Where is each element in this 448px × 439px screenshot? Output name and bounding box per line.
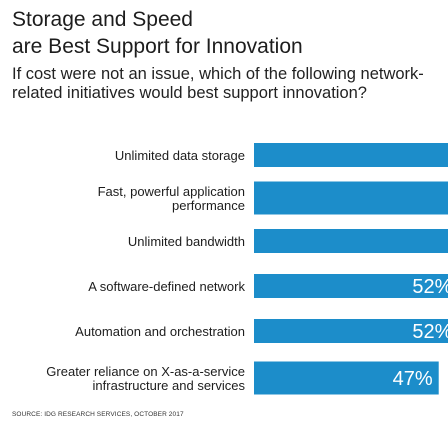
category-label: Automation and orchestration bbox=[75, 324, 245, 339]
category-label: Greater reliance on X-as-a-service infras… bbox=[46, 364, 245, 393]
bar-5 bbox=[254, 361, 439, 395]
bars bbox=[254, 143, 448, 395]
survey-question: If cost were not an issue, which of the … bbox=[12, 65, 424, 102]
category-label-line: infrastructure and services bbox=[93, 378, 246, 393]
bar-value-label: 52% bbox=[412, 321, 448, 343]
category-label-line: A software-defined network bbox=[88, 279, 245, 294]
bar-value-label: 52% bbox=[412, 276, 448, 298]
category-label-line: Fast, powerful application bbox=[98, 184, 245, 199]
category-label: Fast, powerful application performance bbox=[98, 184, 245, 213]
bar-0 bbox=[254, 143, 448, 167]
chart-title-line-1: Storage and Speed bbox=[12, 8, 193, 31]
category-label-line: Unlimited data storage bbox=[115, 148, 245, 163]
category-label-line: Unlimited bandwidth bbox=[128, 234, 245, 249]
category-label: A software-defined network bbox=[88, 279, 245, 294]
source-note: SOURCE: IDG RESEARCH SERVICES, OCTOBER 2… bbox=[12, 411, 184, 418]
category-label-line: Greater reliance on X-as-a-service bbox=[46, 364, 245, 379]
category-label: Unlimited data storage bbox=[115, 148, 245, 163]
bar-value-label: 47% bbox=[393, 368, 433, 390]
bar-2 bbox=[254, 229, 448, 253]
category-label: Unlimited bandwidth bbox=[128, 234, 245, 249]
chart-title: Storage and Speed are Best Support for I… bbox=[12, 6, 442, 60]
bar-3 bbox=[254, 274, 448, 298]
bar-4 bbox=[254, 319, 448, 343]
category-label-line: performance bbox=[172, 198, 245, 213]
bar-chart: 73%Unlimited data storage71%Fast, powerf… bbox=[46, 143, 448, 395]
category-label-line: Automation and orchestration bbox=[75, 324, 245, 339]
chart-title-line-2: are Best Support for Innovation bbox=[12, 35, 303, 58]
bar-1 bbox=[254, 181, 448, 215]
